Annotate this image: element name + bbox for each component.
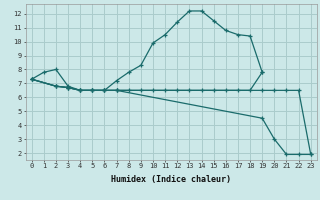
X-axis label: Humidex (Indice chaleur): Humidex (Indice chaleur) [111,175,231,184]
